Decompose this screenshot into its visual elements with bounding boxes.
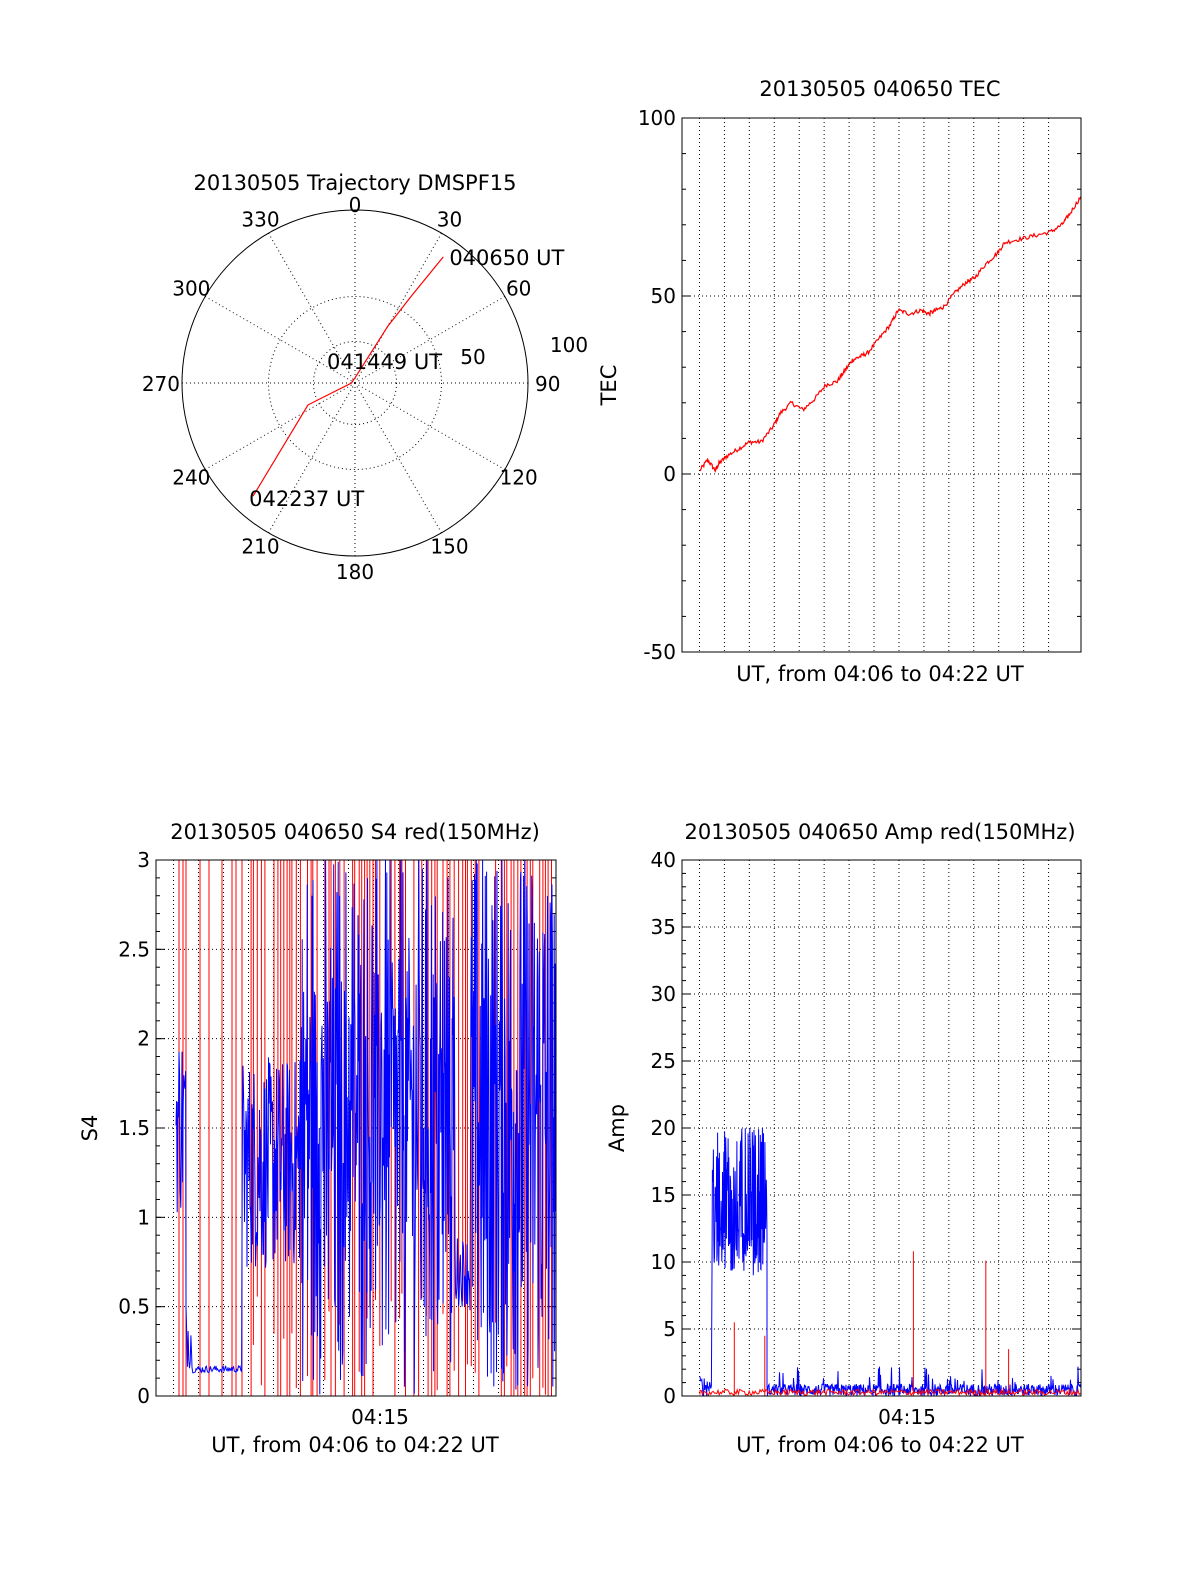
trajectory-track [252, 256, 444, 497]
polar-spoke-210 [268, 382, 356, 534]
polar-angle-label: 240 [172, 466, 210, 490]
polar-spoke-150 [354, 382, 442, 534]
y-tick-label: 0 [137, 1384, 150, 1408]
amp-y-tick-labels: 0 5 10 15 20 25 30 35 40 [651, 848, 676, 1408]
polar-spoke-120 [354, 382, 506, 470]
polar-spoke-240 [204, 382, 356, 470]
y-tick-label: 2.5 [118, 937, 150, 961]
amp-plot-frame [681, 859, 1082, 1397]
s4-plot-frame [155, 859, 557, 1397]
polar-angle-label: 300 [172, 277, 210, 301]
tec-panel: 20130505 040650 TEC -50 0 50 100 TEC UT, fr… [597, 77, 1082, 686]
trajectory-annotation: 042237 UT [249, 487, 364, 511]
y-tick-label: 5 [663, 1317, 676, 1341]
amp-grid [682, 859, 1081, 1397]
y-tick-label: -50 [643, 640, 676, 664]
polar-spoke-30 [354, 232, 442, 384]
polar-outer-ring [181, 209, 529, 557]
amp-x-axis-label: UT, from 04:06 to 04:22 UT [736, 1433, 1024, 1457]
s4-x-tick-label: 04:15 [351, 1405, 409, 1429]
polar-angle-label: 180 [336, 560, 374, 584]
polar-radial-label: 50 [460, 345, 485, 369]
polar-angle-labels: 0 30 60 90 120 150 180 210 240 270 300 330 [142, 193, 561, 584]
polar-angle-label: 30 [437, 207, 462, 231]
polar-angle-label: 120 [500, 466, 538, 490]
trajectory-annotations: 040650 UT 041449 UT 042237 UT [249, 246, 564, 511]
polar-angle-label: 150 [430, 535, 468, 559]
y-tick-label: 3 [137, 848, 150, 872]
tec-x-axis-label: UT, from 04:06 to 04:22 UT [736, 662, 1024, 686]
y-tick-label: 1.5 [118, 1116, 150, 1140]
tec-series-line [699, 196, 1082, 473]
amp-y-axis-label: Amp [605, 1104, 629, 1152]
polar-angle-label: 270 [142, 372, 180, 396]
y-tick-label: 1 [137, 1205, 150, 1229]
polar-angle-label: 0 [349, 193, 362, 217]
s4-title: 20130505 040650 S4 red(150MHz) [170, 820, 540, 844]
s4-panel: 20130505 040650 S4 red(150MHz) 0 0.5 1 1.5 2… [78, 820, 557, 1457]
polar-angle-label: 330 [241, 207, 279, 231]
amp-title: 20130505 040650 Amp red(150MHz) [684, 820, 1075, 844]
polar-radial-labels: 50 100 [460, 333, 588, 369]
y-tick-label: 10 [651, 1250, 676, 1274]
s4-y-tick-labels: 0 0.5 1 1.5 2 2.5 3 [118, 848, 150, 1408]
polar-spoke-300 [204, 296, 356, 384]
y-tick-label: 30 [651, 982, 676, 1006]
polar-angle-label: 210 [241, 535, 279, 559]
trajectory-annotation: 041449 UT [327, 350, 442, 374]
tec-title: 20130505 040650 TEC [759, 77, 1000, 101]
polar-spoke-60 [354, 296, 506, 384]
tec-plot-frame [681, 117, 1082, 653]
trajectory-panel: 20130505 Trajectory DMSPF15 0 30 60 90 120 15… [142, 171, 588, 584]
trajectory-title: 20130505 Trajectory DMSPF15 [193, 171, 516, 195]
y-tick-label: 40 [651, 848, 676, 872]
s4-y-axis-label: S4 [78, 1115, 102, 1142]
polar-ring-0 [268, 296, 442, 470]
tec-grid [682, 117, 1081, 653]
y-tick-label: 0 [663, 1384, 676, 1408]
trajectory-annotation: 040650 UT [449, 246, 564, 270]
polar-grid [182, 210, 528, 556]
polar-angle-label: 60 [506, 277, 531, 301]
tec-y-axis-label: TEC [597, 365, 621, 407]
amp-x-tick-label: 04:15 [878, 1405, 936, 1429]
polar-spoke-330 [268, 232, 356, 384]
y-tick-label: 50 [651, 284, 676, 308]
y-tick-label: 25 [651, 1049, 676, 1073]
tec-y-tick-labels: -50 0 50 100 [638, 106, 676, 664]
amp-panel: 20130505 040650 Amp red(150MHz) 0 5 10 15 20… [605, 820, 1082, 1457]
y-tick-label: 20 [651, 1116, 676, 1140]
polar-ring-1 [312, 340, 398, 426]
amp-red-series [699, 1251, 1081, 1396]
y-tick-label: 2 [137, 1027, 150, 1051]
y-tick-label: 0 [663, 462, 676, 486]
y-tick-label: 100 [638, 106, 676, 130]
s4-x-axis-label: UT, from 04:06 to 04:22 UT [211, 1433, 499, 1457]
s4-blue-series [175, 860, 556, 1395]
polar-radial-label: 100 [550, 333, 588, 357]
y-tick-label: 0.5 [118, 1295, 150, 1319]
y-tick-label: 35 [651, 915, 676, 939]
polar-angle-label: 90 [535, 372, 560, 396]
y-tick-label: 15 [651, 1183, 676, 1207]
